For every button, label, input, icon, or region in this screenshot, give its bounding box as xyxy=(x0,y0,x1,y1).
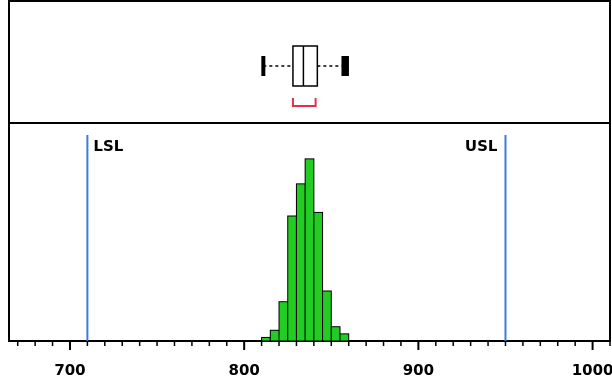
histogram-bars xyxy=(261,158,350,342)
x-tick-label: 700 xyxy=(54,361,85,379)
boxplot-outlier xyxy=(344,56,349,76)
shortest-half-bracket xyxy=(291,98,317,107)
boxplot xyxy=(261,45,349,107)
x-tick-label: 800 xyxy=(229,361,260,379)
boxplot-outlier xyxy=(261,56,266,76)
histogram-bar xyxy=(330,326,341,342)
x-axis: 700 800 900 1000 xyxy=(16,341,612,379)
histogram-bar xyxy=(278,301,289,342)
histogram-bar xyxy=(269,329,280,342)
spec-limit-label: USL xyxy=(465,137,498,155)
histogram-bar xyxy=(313,211,324,342)
histogram-bar xyxy=(261,336,271,342)
histogram-bar xyxy=(339,333,350,342)
x-tick-label: 900 xyxy=(403,361,434,379)
histogram-bar xyxy=(295,183,306,342)
histogram-bar xyxy=(287,215,297,342)
histogram-bar xyxy=(322,290,332,342)
boxplot-outlier xyxy=(341,56,346,76)
boxplot-box xyxy=(292,45,319,87)
histogram-bar xyxy=(304,158,315,342)
spec-limit-label: LSL xyxy=(93,137,123,155)
spec-limits: LSL USL xyxy=(86,135,507,341)
x-tick-label: 1000 xyxy=(572,361,612,379)
